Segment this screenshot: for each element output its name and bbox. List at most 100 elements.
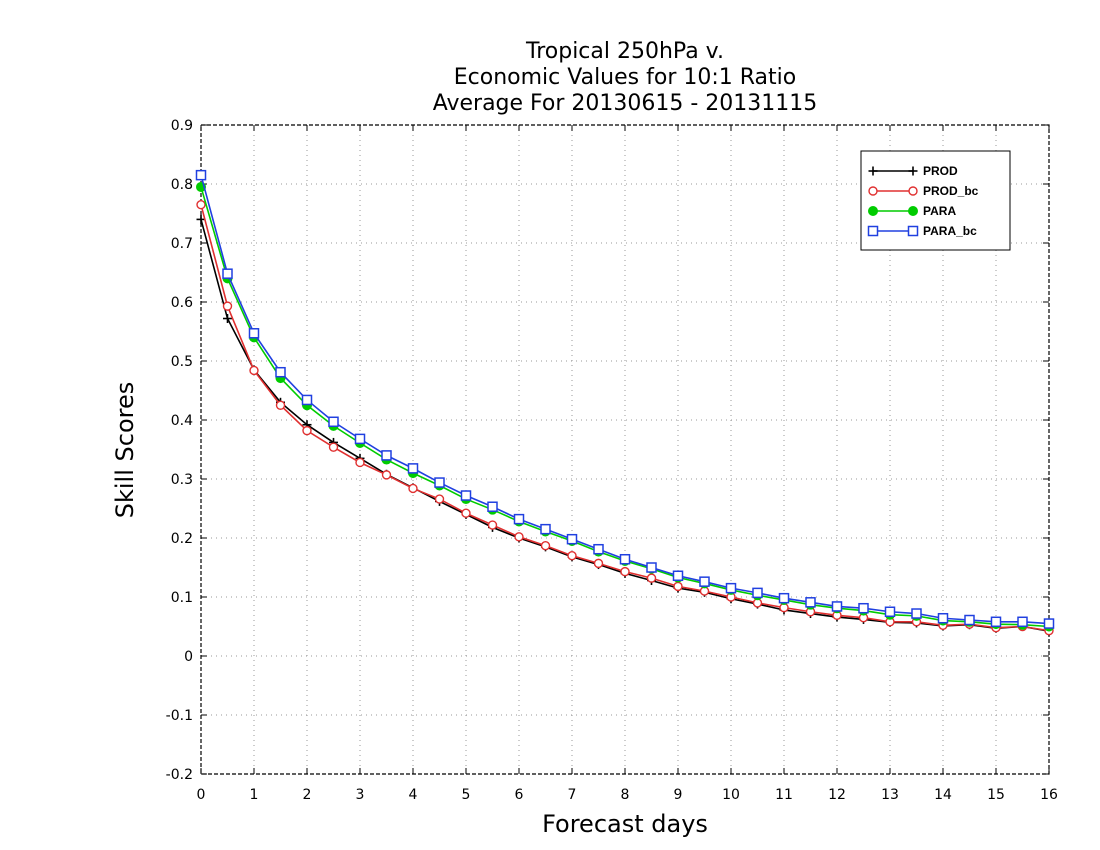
data-point-para-bc <box>1043 618 1055 629</box>
x-tick-label: 1 <box>250 787 259 803</box>
y-axis-label: Skill Scores <box>111 382 139 519</box>
data-point-para-bc <box>699 576 710 587</box>
x-tick-label: 14 <box>934 787 952 803</box>
legend-label: PROD <box>923 164 958 178</box>
data-point-prod-bc <box>381 470 392 480</box>
legend-box <box>860 150 1011 251</box>
y-axis-ticks: -0.2 -0.1 0 0.1 0.2 0.3 0.4 0.5 0.6 0.7 0.8 0.9 <box>166 118 1049 783</box>
legend-item-para: PARA <box>868 204 956 218</box>
x-tick-label: 2 <box>303 787 312 803</box>
y-tick-label: 0.3 <box>171 472 193 488</box>
legend-label: PARA <box>923 204 956 218</box>
x-tick-label: 16 <box>1040 787 1058 803</box>
legend-marker <box>908 206 918 216</box>
legend-item-para-bc: PARA_bc <box>867 224 977 238</box>
data-point-para-bc <box>752 587 763 599</box>
legend-marker <box>868 186 878 196</box>
x-tick-label: 11 <box>775 787 793 803</box>
legend-item-prod-bc: PROD_bc <box>868 184 979 198</box>
y-tick-label: 0 <box>184 649 193 665</box>
data-point-para-bc <box>725 582 737 594</box>
data-point-para-bc <box>911 608 922 619</box>
data-point-prod <box>223 314 232 324</box>
data-point-prod-bc <box>249 365 259 376</box>
data-point-prod-bc <box>673 581 683 592</box>
data-point-para-bc <box>646 562 657 573</box>
gridlines <box>201 125 1049 774</box>
legend-item-prod: PROD <box>868 164 958 178</box>
chart-title: Tropical 250hPa v. Economic Values for 1… <box>433 39 818 116</box>
x-tick-label: 7 <box>568 787 577 803</box>
x-tick-label: 8 <box>621 787 630 803</box>
y-tick-label: 0.1 <box>171 590 193 606</box>
legend-label: PARA_bc <box>923 224 977 238</box>
legend-marker <box>908 166 918 176</box>
legend-marker <box>907 225 919 237</box>
y-tick-label: 0.7 <box>171 236 193 252</box>
data-point-para-bc <box>540 523 551 535</box>
series-layer <box>195 169 1055 636</box>
data-point-prod-bc <box>461 508 471 518</box>
data-point-prod-bc <box>567 551 577 561</box>
data-point-para-bc <box>381 450 392 461</box>
x-axis-ticks: 0 1 2 3 4 5 6 7 8 9 10 11 12 13 14 15 16 <box>197 125 1058 803</box>
data-point-para-bc <box>434 477 445 488</box>
data-point-prod-bc <box>540 540 551 551</box>
series-para-bc <box>195 169 1055 629</box>
y-tick-label: -0.2 <box>166 767 193 783</box>
chart-title-line-1: Tropical 250hPa v. <box>525 39 724 64</box>
data-point-para-bc <box>513 513 525 525</box>
data-point-prod-bc <box>355 457 365 468</box>
legend-marker <box>868 166 878 176</box>
data-point-prod-bc <box>196 199 206 210</box>
legend: PROD PROD_bc PARA PARA_bc <box>860 150 1011 251</box>
data-point-prod-bc <box>487 520 498 530</box>
data-point-para-bc <box>593 543 604 555</box>
data-point-para-bc <box>566 533 578 545</box>
y-tick-label: -0.1 <box>166 708 193 724</box>
data-point-para-bc <box>248 328 260 339</box>
legend-marker <box>867 225 879 237</box>
chart-title-line-3: Average For 20130615 - 20131115 <box>433 91 818 116</box>
data-point-para-bc <box>195 169 207 181</box>
x-tick-label: 4 <box>409 787 418 803</box>
data-point-para-bc <box>831 601 843 612</box>
data-point-para-bc <box>222 268 233 279</box>
data-point-para-bc <box>487 501 498 512</box>
data-point-prod-bc <box>302 425 312 436</box>
x-tick-label: 13 <box>881 787 899 803</box>
data-point-prod <box>196 214 206 224</box>
data-point-prod-bc <box>328 442 339 452</box>
data-point-para-bc <box>990 616 1002 628</box>
data-point-para-bc <box>328 416 339 428</box>
x-tick-label: 15 <box>987 787 1005 803</box>
data-point-prod-bc <box>222 301 233 311</box>
legend-marker <box>868 206 878 216</box>
data-point-para-bc <box>354 433 366 445</box>
data-point-para-bc <box>1017 616 1028 628</box>
x-axis-label: Forecast days <box>542 810 708 838</box>
data-point-para-bc <box>619 553 631 565</box>
data-point-para-bc <box>778 592 790 604</box>
x-tick-label: 6 <box>515 787 524 803</box>
y-tick-label: 0.8 <box>171 177 193 193</box>
legend-marker <box>908 186 918 196</box>
data-point-para-bc <box>460 490 472 501</box>
data-point-prod-bc <box>434 494 445 504</box>
data-point-para-bc <box>805 597 816 608</box>
data-point-para-bc <box>672 570 684 582</box>
data-point-prod-bc <box>593 558 604 569</box>
x-tick-label: 10 <box>722 787 740 803</box>
data-point-prod-bc <box>408 483 418 494</box>
data-point-prod-bc <box>646 573 657 583</box>
y-tick-label: 0.6 <box>171 295 193 311</box>
y-tick-label: 0.9 <box>171 118 193 134</box>
data-point-prod-bc <box>514 532 524 542</box>
x-tick-label: 9 <box>674 787 683 803</box>
y-tick-label: 0.5 <box>171 354 193 370</box>
data-point-para-bc <box>858 602 869 614</box>
y-tick-label: 0.4 <box>171 413 193 429</box>
data-point-para-bc <box>884 606 896 617</box>
data-point-prod-bc <box>275 400 286 410</box>
